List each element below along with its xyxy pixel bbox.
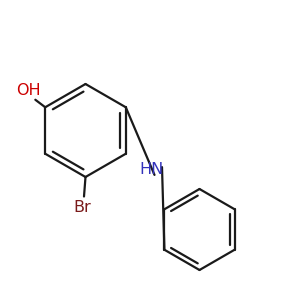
Text: OH: OH — [16, 83, 41, 98]
Text: HN: HN — [140, 162, 164, 177]
Text: Br: Br — [74, 200, 92, 214]
